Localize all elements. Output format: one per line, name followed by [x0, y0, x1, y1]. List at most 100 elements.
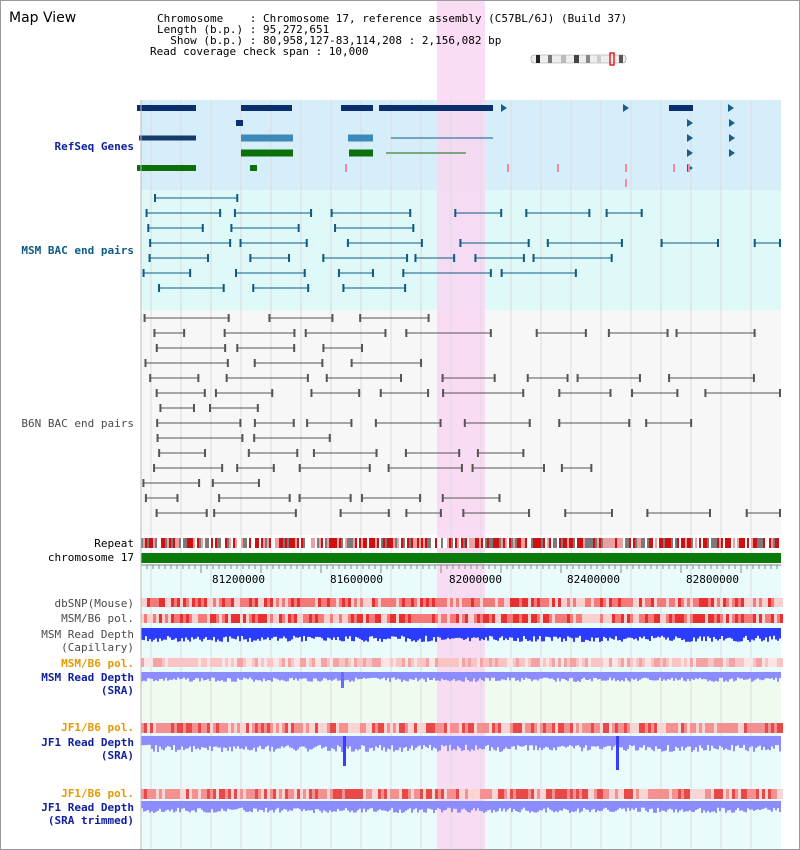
track-label-repeat[interactable]: Repeat [94, 537, 134, 550]
repeat-block [339, 538, 341, 548]
repeat-block [639, 538, 641, 548]
track-label-msm-depth-sra[interactable]: MSM Read Depth [41, 671, 134, 684]
repeat-block [223, 538, 225, 548]
read-depth-bar [217, 672, 219, 681]
track-label-jf1-depth-trimmed[interactable]: JF1 Read Depth [41, 801, 134, 814]
read-depth-bar [609, 801, 611, 812]
polymorphism-heat-cell [483, 598, 486, 607]
read-depth-bar [637, 628, 639, 641]
read-depth-bar [723, 628, 725, 641]
read-depth-bar [277, 672, 279, 680]
polymorphism-heat-cell [186, 658, 189, 667]
track-label-refseq-genes[interactable]: RefSeq Genes [54, 140, 134, 153]
read-depth-bar [239, 736, 241, 749]
bac-end-marker [610, 254, 613, 262]
polymorphism-heat-cell [261, 658, 264, 667]
read-depth-bar [603, 736, 605, 748]
bac-end-marker [439, 419, 442, 427]
track-label-jf1-b6-pol[interactable]: JF1/B6 pol. [61, 721, 134, 734]
read-depth-bar [639, 628, 641, 637]
read-depth-bar [323, 672, 325, 679]
track-label-msm-depth-capillary[interactable]: MSM Read Depth [41, 628, 134, 641]
read-depth-bar [197, 672, 199, 679]
read-depth-bar [739, 801, 741, 811]
polymorphism-heat-cell [552, 598, 555, 607]
polymorphism-heat-cell [708, 789, 711, 799]
polymorphism-heat-cell [765, 614, 768, 623]
read-depth-bar [235, 801, 237, 810]
polymorphism-heat-cell [174, 723, 177, 733]
polymorphism-heat-cell [591, 723, 594, 733]
track-label-msm-b6-pol-sra[interactable]: MSM/B6 pol. [61, 657, 134, 670]
read-depth-bar [327, 801, 329, 813]
track-label-dbsnp[interactable]: dbSNP(Mouse) [54, 597, 134, 610]
repeat-block [491, 538, 493, 548]
polymorphism-heat-cell [726, 614, 729, 623]
read-depth-bar [691, 628, 693, 642]
repeat-block [753, 538, 755, 548]
polymorphism-heat-cell [741, 789, 744, 799]
polymorphism-heat-cell [669, 723, 672, 733]
polymorphism-heat-cell [204, 789, 207, 799]
bac-end-marker [646, 509, 649, 517]
polymorphism-heat-cell [693, 723, 696, 733]
read-depth-bar [261, 801, 263, 811]
read-depth-bar [469, 672, 471, 682]
bac-end-marker [588, 209, 591, 217]
read-depth-bar [295, 736, 297, 751]
read-depth-bar [279, 672, 281, 681]
read-depth-bar [603, 801, 605, 809]
repeat-block [443, 538, 445, 548]
track-label-chromosome[interactable]: chromosome 17 [47, 551, 134, 564]
track-label-jf1-b6-pol-2[interactable]: JF1/B6 pol. [61, 787, 134, 800]
polymorphism-heat-cell [219, 614, 222, 623]
polymorphism-heat-cell [630, 598, 633, 607]
repeat-block [315, 538, 317, 548]
read-depth-bar [659, 736, 661, 749]
read-depth-bar [479, 801, 481, 811]
polymorphism-heat-cell [480, 723, 483, 733]
read-depth-bar [187, 672, 189, 679]
polymorphism-heat-cell [270, 598, 273, 607]
polymorphism-heat-cell [528, 789, 531, 799]
polymorphism-heat-cell [144, 723, 147, 733]
polymorphism-heat-cell [675, 723, 678, 733]
polymorphism-heat-cell [699, 658, 702, 667]
polymorphism-heat-cell [762, 614, 765, 623]
polymorphism-heat-cell [420, 614, 423, 623]
bac-end-marker [459, 239, 462, 247]
polymorphism-heat-cell [504, 658, 507, 667]
repeat-block [229, 538, 231, 548]
polymorphism-heat-cell [384, 789, 387, 799]
read-depth-bar [773, 801, 775, 808]
polymorphism-heat-cell [276, 598, 279, 607]
polymorphism-heat-cell [567, 614, 570, 623]
polymorphism-heat-cell [405, 723, 408, 733]
read-depth-bar [455, 672, 457, 682]
polymorphism-heat-cell [300, 723, 303, 733]
polymorphism-heat-cell [762, 598, 765, 607]
polymorphism-heat-cell [588, 658, 591, 667]
read-depth-bar [469, 801, 471, 813]
polymorphism-heat-cell [780, 598, 783, 607]
read-depth-bar [487, 672, 489, 679]
polymorphism-heat-cell [318, 614, 321, 623]
polymorphism-heat-cell [603, 598, 606, 607]
read-depth-bar [527, 801, 529, 811]
track-label-msm-b6-pol[interactable]: MSM/B6 pol. [61, 612, 134, 625]
read-depth-bar [205, 801, 207, 813]
read-depth-bar [709, 628, 711, 639]
polymorphism-heat-cell [459, 789, 462, 799]
read-depth-bar [181, 672, 183, 679]
polymorphism-heat-cell [375, 614, 378, 623]
read-depth-bar [421, 736, 423, 750]
polymorphism-heat-cell [585, 789, 588, 799]
polymorphism-heat-cell [543, 598, 546, 607]
polymorphism-heat-cell [774, 598, 777, 607]
track-label-jf1-depth-sra[interactable]: JF1 Read Depth [41, 736, 134, 749]
read-depth-bar [535, 672, 537, 680]
track-label-b6n-bac[interactable]: B6N BAC end pairs [21, 417, 134, 430]
polymorphism-heat-cell [222, 598, 225, 607]
track-label-msm-bac[interactable]: MSM BAC end pairs [21, 244, 134, 257]
